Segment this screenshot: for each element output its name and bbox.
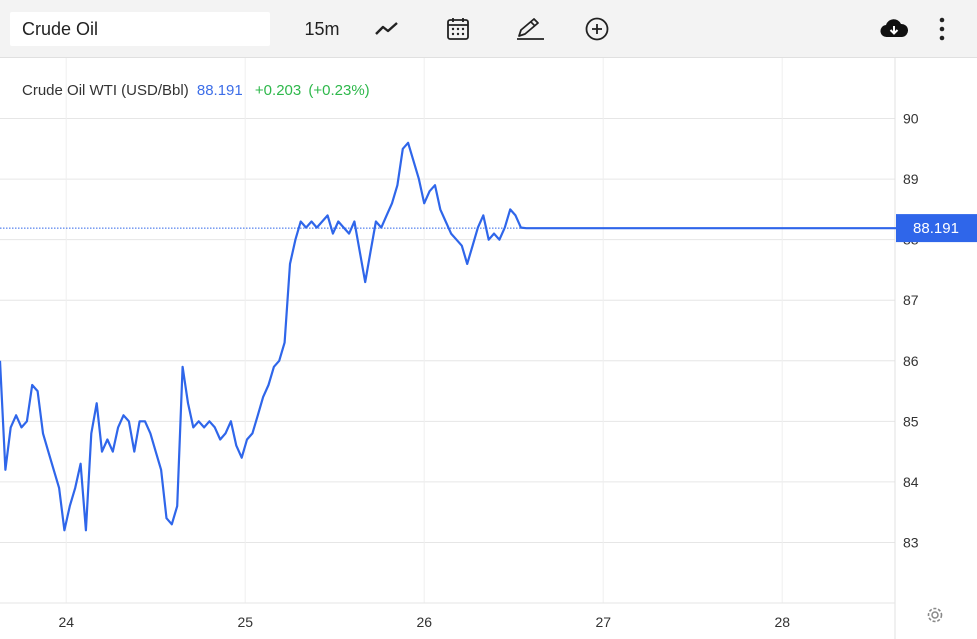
last-price-badge: 88.191 bbox=[896, 214, 977, 243]
y-tick-label: 84 bbox=[903, 474, 919, 490]
chart-grid bbox=[0, 58, 895, 603]
y-tick-label: 87 bbox=[903, 292, 919, 308]
x-tick-label: 26 bbox=[416, 614, 432, 630]
x-tick-label: 28 bbox=[774, 614, 790, 630]
symbol-search-input[interactable]: Crude Oil bbox=[10, 12, 270, 46]
cloud-download-icon[interactable] bbox=[876, 12, 912, 46]
x-tick-label: 25 bbox=[237, 614, 253, 630]
y-axis: 8384858687888990 bbox=[903, 111, 919, 551]
interval-button[interactable]: 15m bbox=[304, 18, 340, 39]
y-tick-label: 90 bbox=[903, 111, 919, 127]
chart-toolbar: Crude Oil 15m bbox=[0, 0, 977, 58]
chart-legend: Crude Oil WTI (USD/Bbl) 88.191 +0.203 (+… bbox=[22, 82, 370, 99]
last-price-label: 88.191 bbox=[913, 220, 959, 237]
y-tick-label: 89 bbox=[903, 171, 919, 187]
y-tick-label: 86 bbox=[903, 353, 919, 369]
pencil-icon[interactable] bbox=[512, 12, 548, 46]
legend-change-percent: (+0.23%) bbox=[308, 82, 370, 99]
line-chart-icon[interactable] bbox=[370, 12, 404, 46]
y-tick-label: 83 bbox=[903, 534, 919, 550]
x-axis: 24 25 26 27 28 bbox=[58, 614, 790, 630]
x-tick-label: 24 bbox=[58, 614, 74, 630]
calendar-icon[interactable] bbox=[441, 12, 475, 46]
x-tick-label: 27 bbox=[595, 614, 611, 630]
y-tick-label: 85 bbox=[903, 413, 919, 429]
more-vertical-icon[interactable] bbox=[928, 12, 956, 46]
gear-icon[interactable] bbox=[924, 604, 946, 626]
legend-symbol-name: Crude Oil WTI (USD/Bbl) bbox=[22, 82, 189, 99]
legend-price: 88.191 bbox=[196, 82, 243, 99]
series-line-crude-oil bbox=[0, 141, 897, 532]
legend-change: +0.203 bbox=[254, 82, 302, 99]
plus-circle-icon[interactable] bbox=[580, 12, 614, 46]
